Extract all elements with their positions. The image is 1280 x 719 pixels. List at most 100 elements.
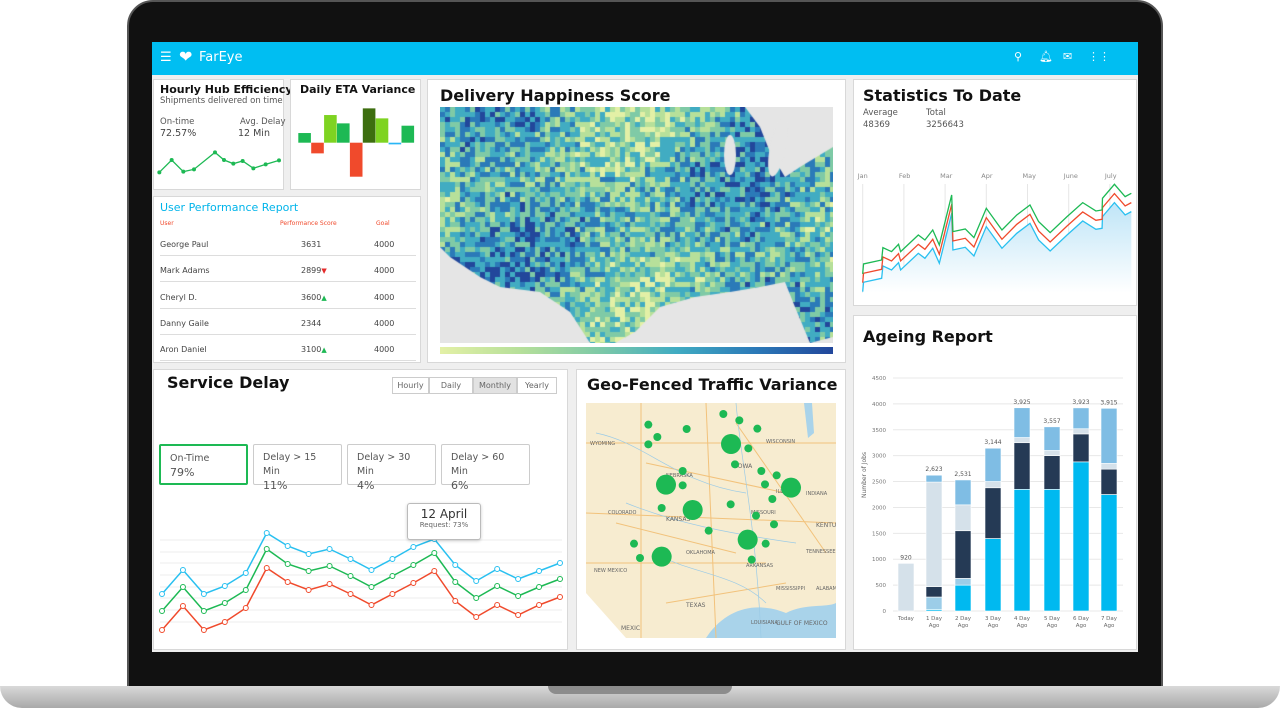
x-tick-label: 4 Day [1014, 616, 1031, 622]
service-point [263, 530, 270, 536]
bell-icon[interactable]: 🔔︎ [1039, 50, 1053, 63]
bar-total-label: 2,531 [954, 471, 971, 478]
kpi-card[interactable]: Delay > 15 Min 11% [253, 444, 342, 492]
map-label: KENTUC [816, 522, 836, 529]
road [705, 403, 717, 638]
period-daily-button[interactable]: Daily [429, 377, 473, 394]
happiness-color-scale [440, 347, 833, 354]
service-point [368, 584, 375, 590]
bar-segment [925, 474, 943, 483]
happiness-choropleth-map[interactable] [440, 107, 833, 343]
service-point [284, 561, 291, 567]
x-tick-label: Ago [1047, 623, 1058, 629]
hourly-hub-card [153, 79, 284, 190]
hub-title: Hourly Hub Efficiency [160, 83, 293, 96]
kpi-card[interactable]: On-Time 79% [159, 444, 248, 485]
table-row[interactable]: Cheryl D. 3600▲ 4000 [160, 283, 416, 309]
service-point [410, 544, 417, 550]
eta-bar [337, 123, 350, 143]
kpi-card[interactable]: Delay > 30 Min 4% [347, 444, 436, 492]
service-point [200, 591, 207, 597]
table-row[interactable]: Aron Daniel 3100▲ 4000 [160, 335, 416, 362]
y-tick-label: 4000 [872, 402, 886, 408]
table-row[interactable]: Danny Gaile 2344 4000 [160, 309, 416, 335]
service-point [536, 602, 543, 608]
y-tick-label: 500 [876, 583, 887, 589]
x-tick-label: Ago [988, 623, 999, 629]
user-goal: 4000 [374, 345, 395, 355]
lake-michigan [804, 403, 814, 438]
service-point [410, 580, 417, 586]
score-value: 2899 [301, 266, 322, 276]
map-label: NEBRASKA [666, 473, 693, 479]
mail-icon[interactable]: ✉ [1063, 50, 1073, 63]
service-point [494, 602, 501, 608]
service-point [536, 568, 543, 574]
score-value: 3100 [301, 345, 322, 355]
period-yearly-button[interactable]: Yearly [517, 377, 557, 394]
chart-tooltip: 12 April Request: 73% [407, 503, 481, 540]
x-tick-label: 5 Day [1044, 616, 1061, 622]
service-series-line [161, 531, 561, 595]
stats-title: Statistics To Date [863, 86, 1022, 105]
kpi-card[interactable]: Delay > 60 Min 6% [441, 444, 530, 492]
road [735, 422, 827, 554]
score-value: 3600 [301, 292, 322, 302]
laptop-base [0, 686, 1280, 708]
x-tick-label: 6 Day [1073, 616, 1090, 622]
hub-point [263, 162, 268, 167]
service-point [557, 594, 563, 600]
service-point [347, 573, 354, 579]
geo-traffic-map[interactable]: WYOMINGNEBRASKAIOWAWISCONSINILLINOISINDI… [586, 403, 836, 638]
service-point [284, 579, 291, 585]
traffic-marker [678, 467, 687, 475]
stats-series-line [862, 192, 1132, 283]
search-icon[interactable]: ⚲ [1014, 50, 1023, 63]
bar-total-label: 3,923 [1072, 399, 1089, 406]
service-point [557, 560, 563, 566]
hub-point [240, 159, 245, 163]
y-tick-label: 0 [883, 609, 887, 615]
service-point [515, 576, 522, 582]
service-point [242, 605, 249, 611]
service-point [159, 608, 165, 614]
period-monthly-button[interactable]: Monthly [473, 377, 517, 394]
traffic-marker [768, 495, 777, 503]
map-label: TENNESSEE [805, 549, 836, 555]
table-row[interactable]: Mark Adams 2899▼ 4000 [160, 256, 416, 283]
x-tick-label: 3 Day [985, 616, 1002, 622]
service-title: Service Delay [167, 373, 290, 392]
map-label: NEW MEXICO [594, 568, 627, 574]
map-label: GULF OF MEXICO [776, 620, 828, 627]
road [645, 462, 787, 494]
map-label: LOUISIANA [751, 620, 778, 626]
stats-average-value: 48369 [863, 120, 891, 130]
bar-segment [1100, 407, 1118, 464]
y-tick-label: 1500 [872, 531, 886, 537]
apps-grid-icon[interactable]: ⋮⋮ [1088, 50, 1110, 63]
hub-delay-value: 12 Min [238, 128, 270, 139]
table-row[interactable]: George Paul 3631 4000 [160, 230, 416, 256]
col-score: Performance Score [280, 220, 337, 227]
kpi-label: Delay > 15 Min [263, 452, 317, 477]
stats-series-line [862, 201, 1132, 292]
map-label: WISCONSIN [766, 439, 795, 445]
service-point [305, 568, 312, 574]
y-axis-label: Number of Jobs [861, 452, 868, 498]
traffic-marker [682, 500, 703, 520]
user-goal: 4000 [374, 266, 395, 276]
ageing-title: Ageing Report [863, 327, 993, 346]
hub-delay-label: Avg. Delay [240, 117, 286, 127]
service-point [494, 566, 501, 572]
hub-point [213, 150, 217, 155]
traffic-marker [682, 425, 691, 433]
traffic-marker [657, 504, 666, 512]
service-point [515, 612, 522, 618]
month-label: Mar [940, 172, 953, 180]
menu-icon[interactable]: ☰ [160, 50, 172, 65]
stats-total-value: 3256643 [926, 120, 964, 130]
user-score: 3600▲ [301, 293, 327, 302]
period-hourly-button[interactable]: Hourly [392, 377, 429, 394]
